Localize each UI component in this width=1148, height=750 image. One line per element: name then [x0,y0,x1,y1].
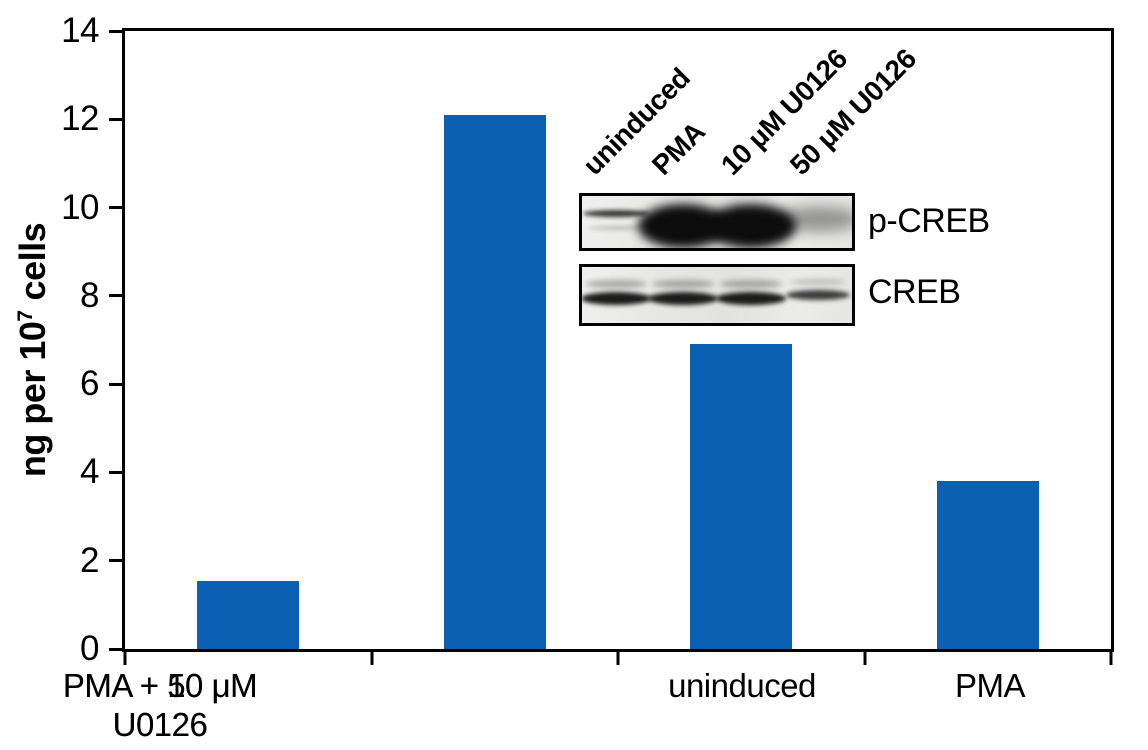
x-tick-mark [370,651,373,665]
y-tick-mark [109,470,122,474]
x-tick-mark [1109,651,1113,665]
x-label-pma-10um-u0126: PMA + 10 μM U0126 [62,667,258,743]
y-tick-label: 4 [80,452,99,492]
y-tick-mark [109,206,122,210]
y-tick-label: 6 [80,364,99,404]
x-tick-mark [863,651,866,665]
y-tick-label: 10 [61,187,99,227]
bar-group-uninduced [125,31,372,649]
blot-band [790,279,847,286]
blot-band [652,280,715,289]
y-tick-label: 12 [61,99,99,139]
y-tick-label: 14 [61,11,99,50]
y-tick-mark [109,117,122,121]
bar-pma-50um-u0126 [936,481,1039,649]
blot-band [705,203,796,248]
blot-band [777,206,852,233]
y-tick-label: 8 [80,275,99,315]
y-tick-mark [109,29,122,33]
bar-pma-10um-u0126 [690,344,793,649]
blot-strip-creb [579,264,855,326]
y-tick-mark [109,294,122,298]
x-label-uninduced: uninduced [668,667,816,704]
blot-band [719,280,782,289]
y-tick-mark [109,647,122,651]
blot-strip-p-creb [579,193,855,251]
y-tick-mark [109,382,122,386]
bar-group-pma [372,31,619,649]
blot-row-label-creb: CREB [868,273,961,311]
x-tick-mark [123,651,127,665]
y-tick-mark [109,559,122,563]
blot-band [582,209,649,217]
blot-band [587,226,644,231]
x-label-pma: PMA [954,667,1026,704]
y-axis-title: ng per 107 cells [12,223,54,477]
blot-row-label-p-creb: p-CREB [868,202,990,240]
y-axis-title-exponent: 7 [14,309,37,322]
bar-series [125,31,1111,649]
x-tick-mark [616,651,620,665]
blot-band [786,290,851,300]
blot-band [648,292,719,306]
blot-band [582,292,651,306]
plot-area: 0 2 4 6 8 10 12 14 uninduced PMA 10 μM U0126 50… [61,11,1114,668]
x-label-pma-50um-u0126: PMA + 50 μM U0126 [62,667,258,743]
bar-group-pma-10um-u0126 [618,31,865,649]
y-tick-label: 2 [80,540,99,580]
bar-uninduced [197,580,300,649]
bar-group-pma-50um-u0126 [865,31,1112,649]
blot-band [584,280,647,289]
bar-pma [443,114,546,649]
y-tick-label: 0 [80,629,99,668]
blot-band [715,292,786,306]
